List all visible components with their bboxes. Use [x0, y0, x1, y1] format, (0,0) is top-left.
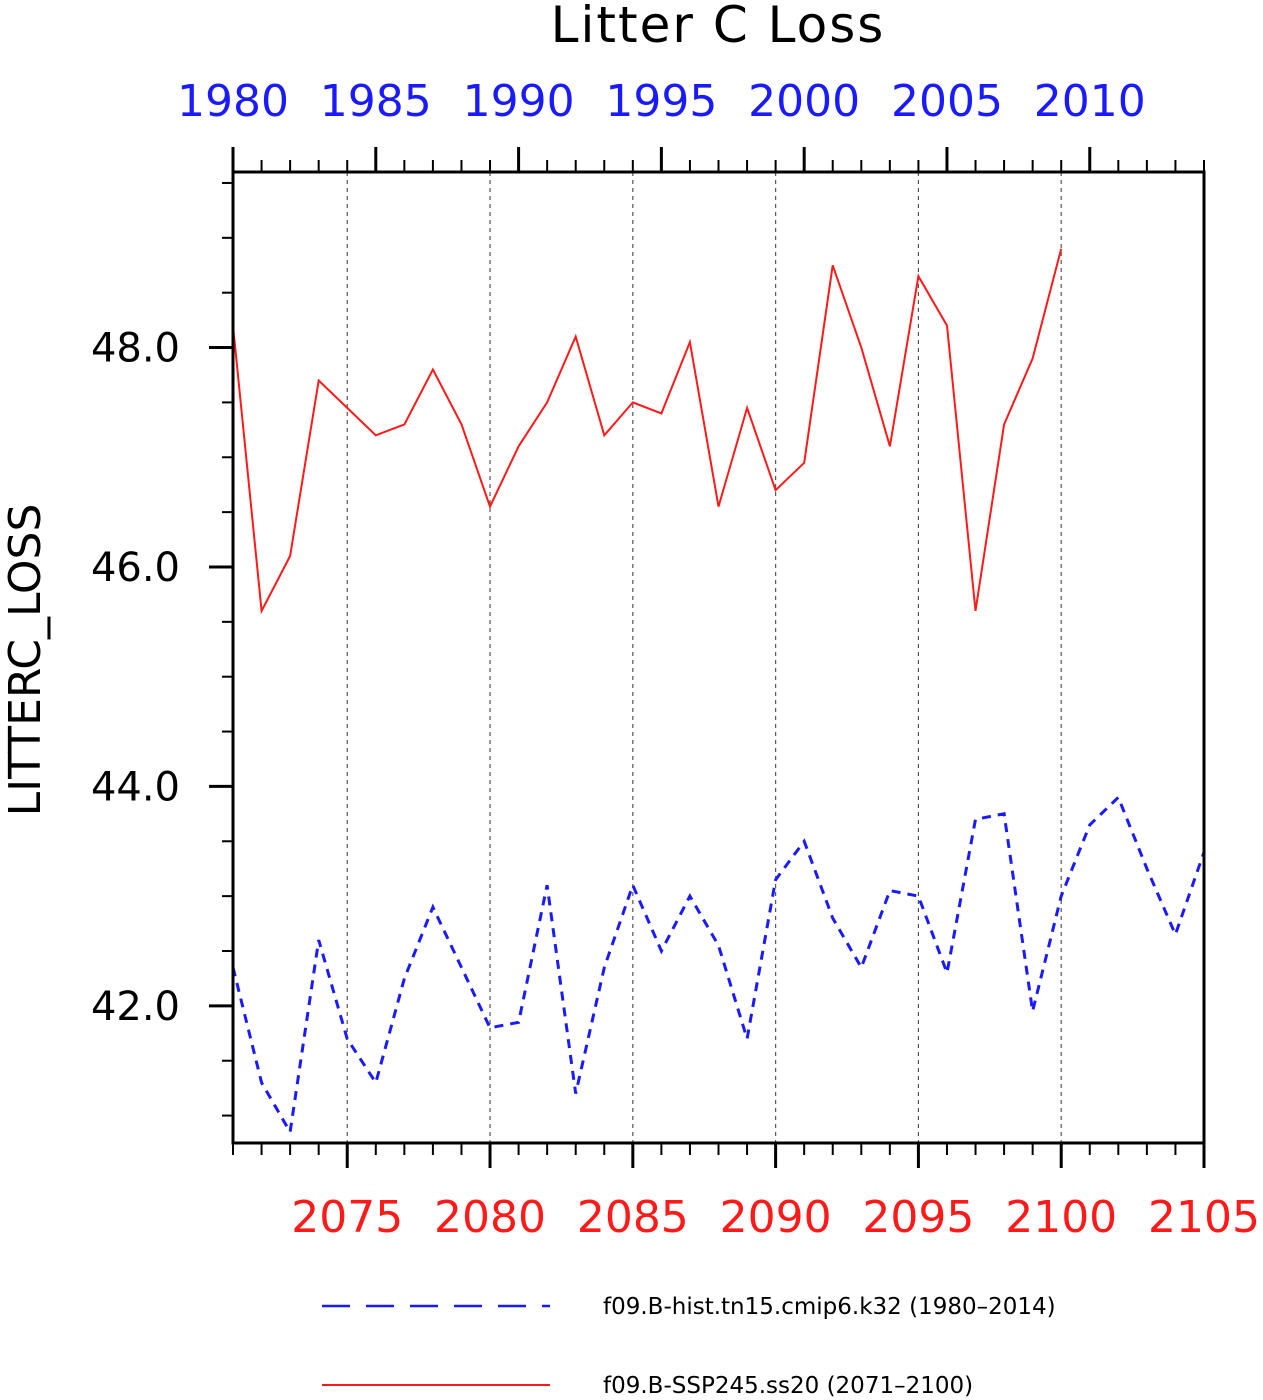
legend-label-hist: f09.B-hist.tn15.cmip6.k32 (1980–2014) [603, 1294, 1056, 1320]
series-line-hist [231, 794, 1206, 1137]
series-lines [231, 248, 1206, 1137]
y-axis-tick-label: 42.0 [91, 984, 180, 1030]
bottom-axis-tick-label: 2085 [577, 1192, 689, 1243]
top-axis-tick-label: 1995 [605, 76, 717, 127]
y-axis-label: LITTERC_LOSS [0, 504, 51, 817]
legend-label-ssp: f09.B-SSP245.ss20 (2071–2100) [603, 1373, 973, 1399]
top-axis-tick-label: 1990 [463, 76, 575, 127]
bottom-axis-tick-label: 2075 [291, 1192, 403, 1243]
y-axis-tick-label: 48.0 [91, 326, 180, 372]
top-axis-ticks: 1980 1985 1990 1995 2000 2005 2010 [177, 76, 1205, 172]
y-axis-ticks: 42.0 44.0 46.0 48.0 [91, 181, 233, 1117]
legend: f09.B-hist.tn15.cmip6.k32 (1980–2014) f0… [322, 1294, 1056, 1399]
top-axis-tick-label: 1985 [320, 76, 432, 127]
bottom-axis-tick-label: 2105 [1148, 1192, 1260, 1243]
bottom-axis-ticks: 2075 2080 2085 2090 2095 2100 2105 [232, 1143, 1260, 1243]
bottom-axis-tick-label: 2080 [434, 1192, 546, 1243]
top-axis-tick-label: 1980 [177, 76, 289, 127]
y-axis-tick-label: 44.0 [91, 764, 180, 810]
bottom-axis-tick-label: 2100 [1005, 1192, 1117, 1243]
plot-frame [231, 170, 1206, 1145]
bottom-axis-tick-label: 2090 [720, 1192, 832, 1243]
gridlines [346, 172, 1062, 1143]
series-line-ssp245 [232, 248, 1063, 615]
chart-title: Litter C Loss [551, 0, 886, 54]
y-axis-tick-label: 46.0 [91, 545, 180, 591]
top-axis-tick-label: 2000 [748, 76, 860, 127]
bottom-axis-tick-label: 2095 [862, 1192, 974, 1243]
top-axis-tick-label: 2005 [891, 76, 1003, 127]
top-axis-tick-label: 2010 [1034, 76, 1146, 127]
